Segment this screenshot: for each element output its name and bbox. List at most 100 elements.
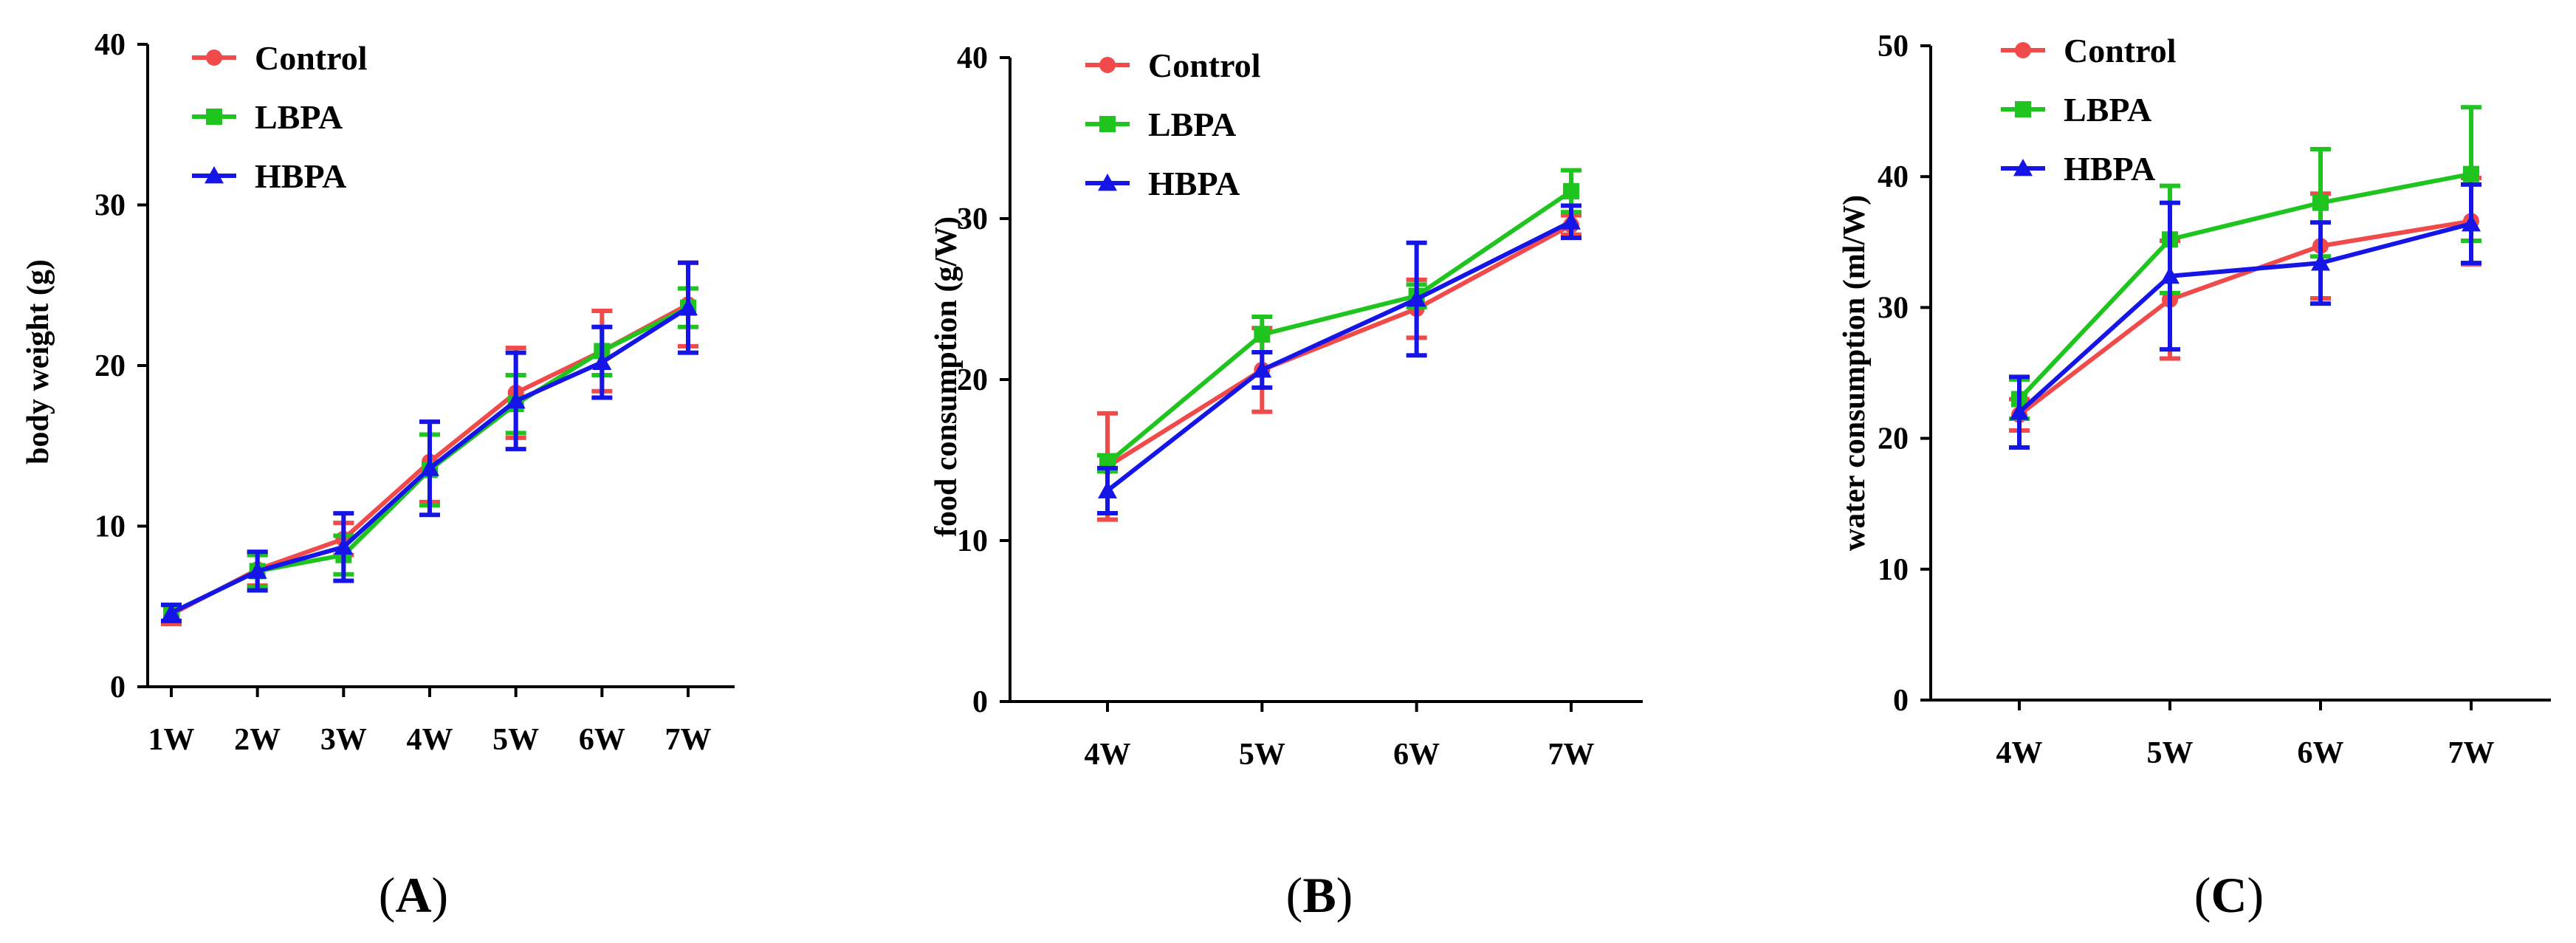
series-hbpa (161, 260, 698, 623)
y-tick-label: 20 (957, 363, 988, 397)
legend-label: Control (1148, 47, 1261, 84)
legend: Control LBPA HBPA (1085, 47, 1261, 202)
legend-marker (2015, 42, 2031, 58)
series-line (2017, 222, 2472, 414)
data-point (592, 352, 612, 371)
panel-label: (A) (379, 867, 448, 923)
legend-item-lbpa: LBPA (2001, 91, 2151, 128)
series-hbpa (1097, 203, 1581, 515)
x-tick-label: 6W (2298, 736, 2344, 770)
x-tick-label: 7W (1548, 738, 1595, 772)
y-tick-label: 10 (95, 510, 126, 544)
y-tick-label: 0 (1893, 684, 1909, 718)
x-tick-label: 5W (2147, 736, 2194, 770)
series-line (2018, 219, 2472, 417)
series-line (1106, 223, 1573, 469)
series-line (2017, 171, 2472, 401)
legend-item-hbpa: HBPA (1085, 165, 1240, 202)
legend-label: HBPA (1148, 165, 1240, 202)
x-tick-label: 2W (234, 723, 281, 757)
panel-a-body-weight: 0 10 20 30 40 1W 2W 3W 4W 5W 6W 7W body weight (g) Co… (21, 28, 735, 923)
data-point (2463, 165, 2479, 182)
x-tick-label: 4W (1085, 738, 1131, 772)
legend-marker (1098, 174, 1117, 191)
x-tick-label: 7W (2448, 736, 2495, 770)
data-point (2010, 402, 2029, 420)
y-tick-label: 50 (1878, 30, 1909, 64)
x-tick-label: 5W (492, 723, 539, 757)
legend-marker (206, 49, 222, 66)
legend-item-lbpa: LBPA (1085, 106, 1236, 143)
legend-label: LBPA (2064, 91, 2151, 128)
legend-marker (2013, 159, 2033, 176)
y-tick-label: 30 (1878, 291, 1909, 325)
y-tick-label: 20 (1878, 422, 1909, 456)
legend-label: Control (255, 39, 368, 77)
data-point (2462, 213, 2481, 232)
x-tick-label: 6W (579, 723, 625, 757)
y-tick-label: 10 (1878, 553, 1909, 587)
panel-c-water-consumption: 0 10 20 30 40 50 4W 5W 6W 7W water consumption (ml… (1838, 30, 2551, 923)
data-point (1252, 360, 1272, 378)
legend-marker (206, 109, 222, 125)
series-line (1106, 219, 1573, 493)
legend-item-lbpa: LBPA (192, 98, 343, 136)
data-point (506, 391, 526, 409)
x-tick-label: 5W (1239, 738, 1285, 772)
data-point (1562, 212, 1581, 230)
y-tick-label: 30 (95, 189, 126, 223)
series-control (1097, 213, 1581, 522)
legend-marker (2015, 101, 2031, 117)
y-tick-label: 0 (972, 685, 988, 719)
data-point (1254, 326, 1271, 343)
x-tick-label: 4W (1996, 736, 2043, 770)
y-tick-label: 30 (957, 202, 988, 236)
data-point (334, 537, 354, 555)
panel-b-food-consumption: 0 10 20 30 40 4W 5W 6W 7W food consumption (g/W) C… (930, 41, 1643, 923)
y-tick-label: 40 (957, 41, 988, 75)
data-point (420, 459, 439, 476)
series-control (2009, 175, 2481, 433)
data-point (247, 561, 267, 579)
legend-item-control: Control (192, 39, 368, 77)
legend-label: HBPA (255, 157, 346, 195)
data-point (2311, 253, 2330, 271)
legend-label: HBPA (2064, 150, 2155, 188)
panel-label: (B) (1286, 867, 1353, 923)
legend: Control LBPA HBPA (2001, 32, 2177, 188)
y-tick-label: 40 (95, 28, 126, 62)
legend-marker (205, 166, 224, 184)
y-tick-label: 10 (957, 524, 988, 558)
y-tick-label: 0 (110, 671, 126, 704)
data-point (2312, 194, 2329, 211)
data-point (2160, 266, 2180, 284)
legend-marker (1099, 116, 1116, 132)
legend-marker (1099, 57, 1116, 73)
data-point (679, 298, 698, 316)
legend: Control LBPA HBPA (192, 39, 368, 195)
x-tick-label: 4W (407, 723, 453, 757)
x-tick-label: 7W (665, 723, 712, 757)
series-line (1106, 189, 1573, 465)
data-point (1563, 182, 1579, 199)
data-point (1407, 289, 1426, 307)
panel-label: (C) (2194, 867, 2264, 923)
legend-label: LBPA (1148, 106, 1236, 143)
y-axis-label: water consumption (ml/W) (1838, 195, 1872, 551)
legend-item-hbpa: HBPA (192, 157, 346, 195)
data-point (162, 603, 181, 621)
legend-label: LBPA (255, 98, 343, 136)
legend-item-control: Control (1085, 47, 1261, 84)
legend-item-control: Control (2001, 32, 2177, 69)
x-tick-label: 1W (148, 723, 195, 757)
data-point (1098, 481, 1117, 498)
y-tick-label: 20 (95, 349, 126, 383)
legend-item-hbpa: HBPA (2001, 150, 2155, 188)
x-tick-label: 6W (1393, 738, 1440, 772)
y-axis-label: body weight (g) (21, 259, 55, 464)
x-tick-label: 3W (320, 723, 367, 757)
y-tick-label: 40 (1878, 160, 1909, 194)
legend-label: Control (2064, 32, 2177, 69)
y-axis-label: food consumption (g/W) (930, 216, 964, 537)
